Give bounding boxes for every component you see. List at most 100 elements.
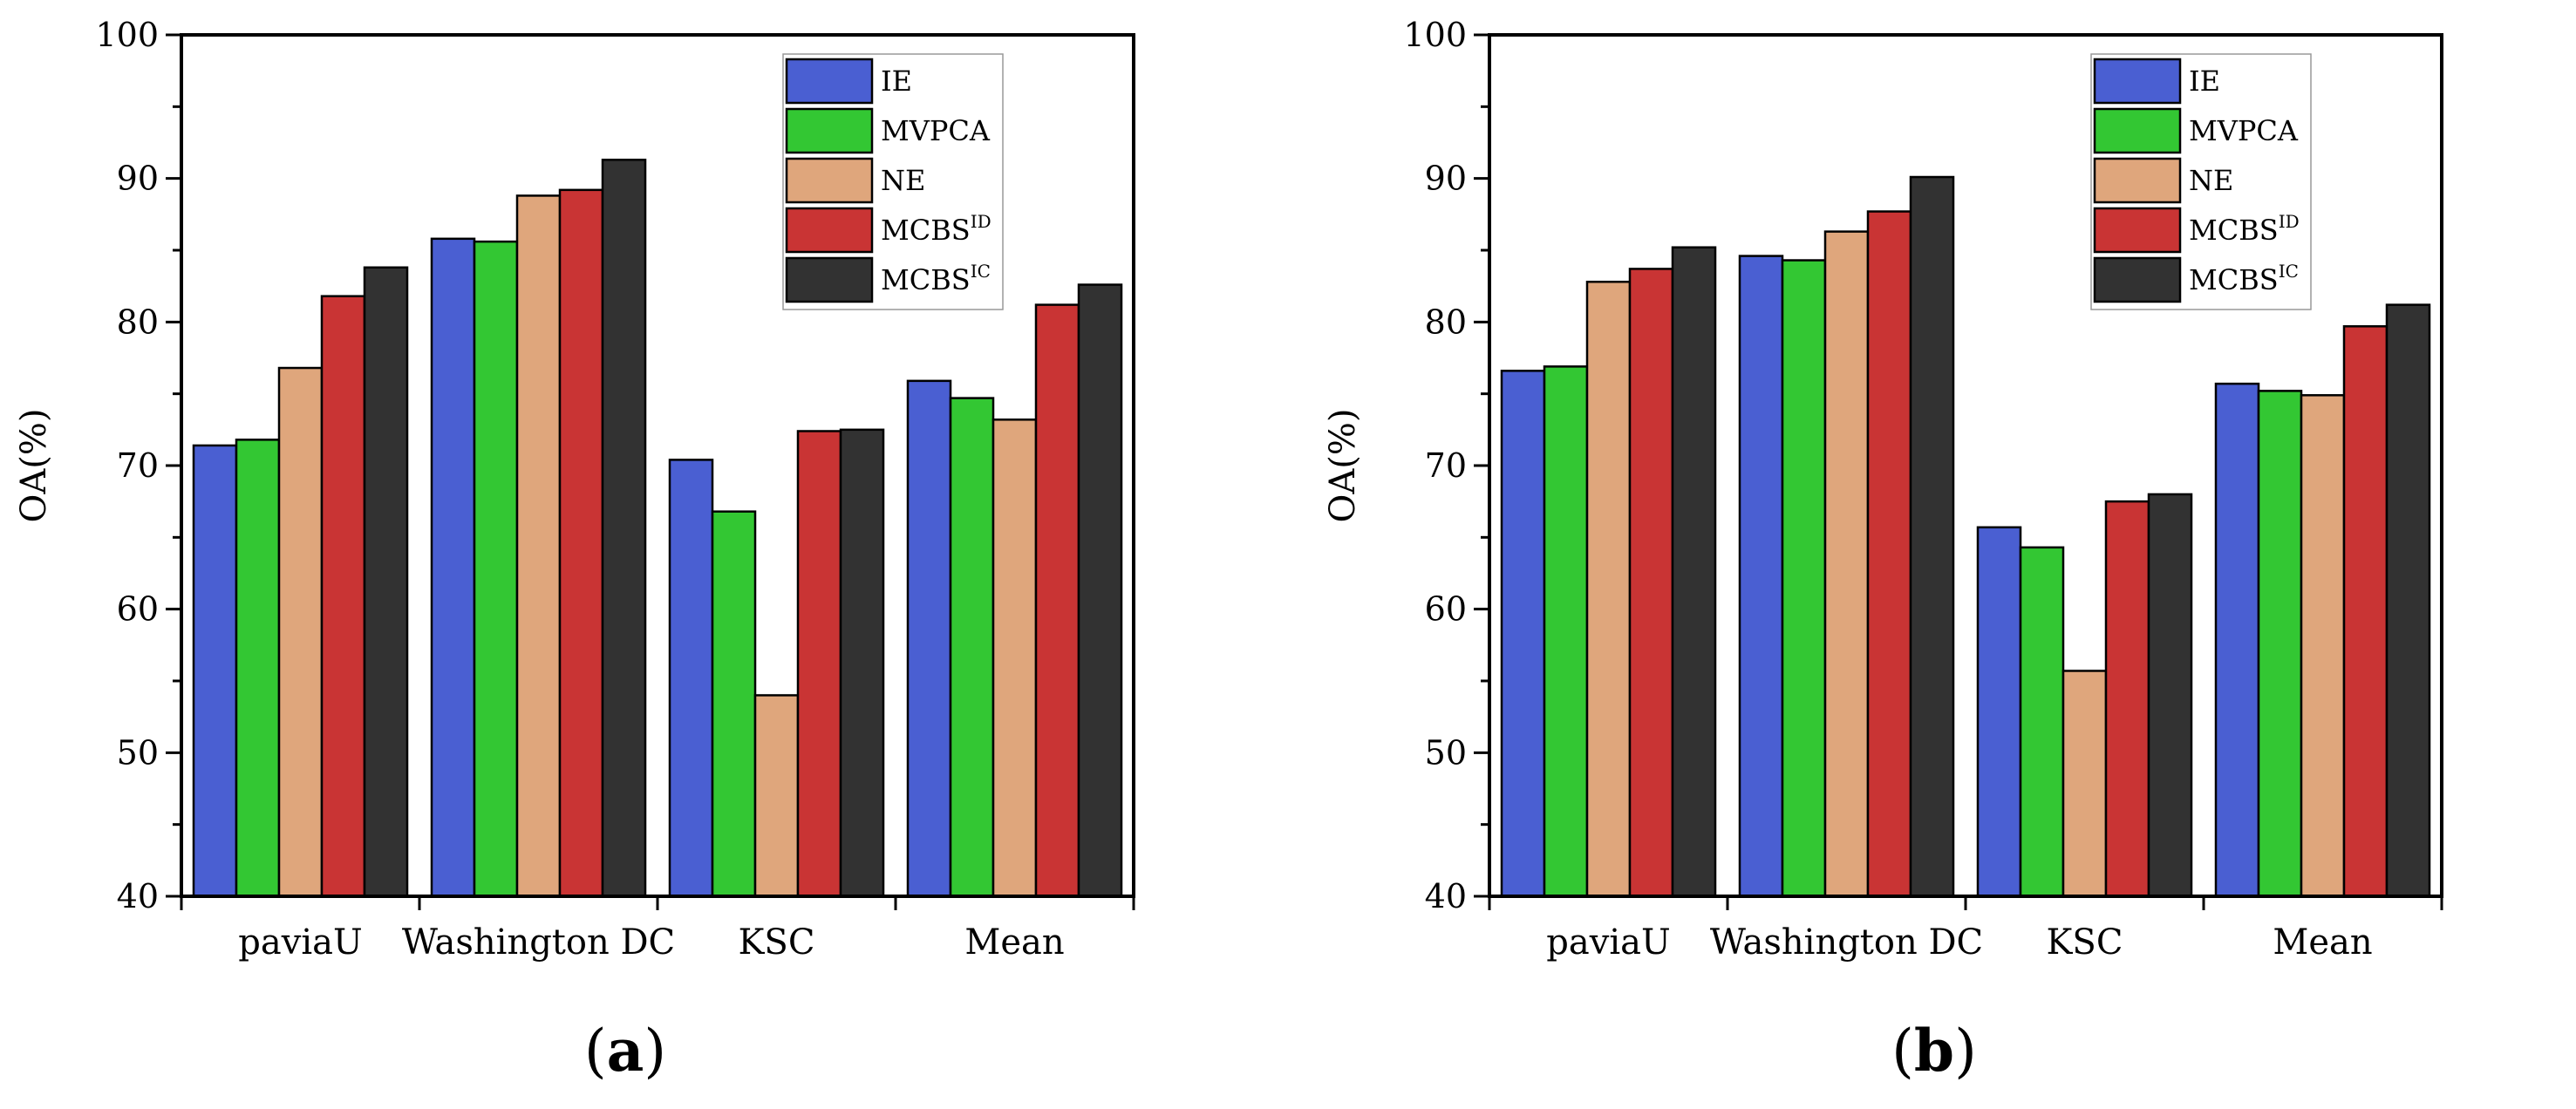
bar-b-mvpca-3 — [2257, 390, 2303, 898]
bar-a-mcbs-ic-3 — [1077, 283, 1123, 898]
bar-b-ne-3 — [2300, 394, 2346, 898]
legend-label-text: IE — [881, 65, 912, 98]
y-tick-label: 60 — [117, 590, 159, 629]
legend-label: MVPCA — [881, 114, 991, 147]
bar-a-ne-3 — [992, 418, 1038, 898]
bar-a-mcbs-id-2 — [796, 430, 842, 898]
bar-b-ie-2 — [1976, 526, 2022, 898]
bar-a-mvpca-3 — [949, 397, 995, 898]
bar-b-mcbs-id-2 — [2104, 500, 2150, 898]
panel-caption-open: ( — [584, 1017, 607, 1085]
y-tick-label: 100 — [1403, 16, 1467, 54]
bar-b-mcbs-ic-2 — [2147, 493, 2193, 898]
legend-label-text: MCBS — [2189, 263, 2279, 296]
legend-label-superscript: ID — [971, 211, 992, 232]
legend-label-text: MCBS — [881, 263, 971, 296]
legend-swatch-mvpca — [2093, 107, 2182, 154]
legend-label-superscript: IC — [2279, 261, 2299, 282]
legend-label-superscript: ID — [2279, 211, 2300, 232]
legend-label: MVPCA — [2189, 114, 2299, 147]
bar-a-mcbs-ic-0 — [363, 266, 409, 898]
panel-caption-close: ) — [1954, 1017, 1977, 1085]
bar-a-mvpca-1 — [473, 240, 519, 898]
legend-swatch-ie — [785, 58, 874, 105]
bar-a-ne-0 — [277, 366, 324, 898]
y-axis-title: OA(%) — [1323, 409, 1363, 523]
panel-caption-letter: b — [1914, 1017, 1954, 1085]
y-axis-title: OA(%) — [14, 409, 54, 523]
y-tick-label: 40 — [1425, 877, 1467, 915]
legend-label-text: MCBS — [2189, 214, 2279, 247]
legend-label: IE — [2189, 65, 2220, 98]
legend-label: MCBSID — [2189, 211, 2300, 247]
y-tick-label: 80 — [1425, 303, 1467, 341]
x-tick-label: Washington DC — [402, 922, 675, 963]
chart-a: 40 50 60 70 80 90 100 paviaU Washington DC KSC Mea… — [14, 16, 1135, 1085]
bar-a-ie-3 — [906, 379, 952, 898]
legend-label: MCBSID — [881, 211, 992, 247]
x-tick-label: paviaU — [1546, 922, 1670, 963]
legend-label: MCBSIC — [2189, 261, 2299, 296]
panel-caption-letter: a — [607, 1017, 644, 1085]
bar-b-ne-2 — [2061, 670, 2108, 898]
y-tick-label: 40 — [117, 877, 159, 915]
bar-b-ne-0 — [1585, 280, 1632, 898]
legend-label: NE — [881, 164, 925, 197]
bar-b-mvpca-2 — [2019, 546, 2065, 898]
legend-label-text: NE — [2189, 164, 2233, 197]
x-tick-label: Washington DC — [1710, 922, 1983, 963]
bar-a-mcbs-ic-1 — [601, 159, 647, 898]
bar-a-mvpca-2 — [711, 510, 757, 898]
bar-a-ie-1 — [430, 237, 476, 898]
legend-label: IE — [881, 65, 912, 98]
chart-b: 40 50 60 70 80 90 100 paviaU Washington DC KSC Mea… — [1323, 16, 2443, 1085]
y-tick-label: 50 — [1425, 733, 1467, 772]
bar-b-ie-0 — [1500, 370, 1546, 898]
panel-caption-open: ( — [1891, 1017, 1914, 1085]
y-tick-label: 80 — [117, 303, 159, 341]
bar-a-mcbs-id-3 — [1034, 303, 1080, 898]
y-tick-label: 70 — [1425, 446, 1467, 485]
bar-b-ie-1 — [1738, 255, 1784, 898]
bar-a-mcbs-id-1 — [558, 188, 604, 898]
legend-swatch-ie — [2093, 58, 2182, 105]
bar-a-mcbs-ic-2 — [839, 428, 885, 898]
legend-label-text: IE — [2189, 65, 2220, 98]
bar-a-ne-1 — [515, 194, 562, 898]
bar-a-ie-2 — [668, 459, 714, 898]
x-tick-label: Mean — [2273, 922, 2372, 963]
bar-a-ne-2 — [753, 694, 800, 898]
legend-label: NE — [2189, 164, 2233, 197]
bar-b-mcbs-id-1 — [1866, 210, 1912, 898]
legend-label-superscript: IC — [971, 261, 991, 282]
legend-label-text: MCBS — [881, 214, 971, 247]
x-tick-label: Mean — [964, 922, 1064, 963]
y-tick-label: 70 — [117, 446, 159, 485]
y-tick-label: 100 — [95, 16, 159, 54]
bar-a-ie-0 — [192, 444, 238, 898]
bar-a-mcbs-id-0 — [320, 295, 366, 898]
legend-label-text: NE — [881, 164, 925, 197]
legend-swatch-mcbs-id — [785, 207, 874, 254]
legend-swatch-mcbs-ic — [785, 256, 874, 303]
bar-b-mvpca-0 — [1543, 365, 1589, 898]
legend-swatch-ne — [785, 157, 874, 204]
panel-caption-close: ) — [644, 1017, 666, 1085]
bar-b-ie-3 — [2214, 382, 2260, 898]
bar-b-ne-1 — [1823, 230, 1870, 898]
y-tick-label: 50 — [117, 733, 159, 772]
bar-b-mcbs-id-0 — [1628, 268, 1674, 898]
bar-b-mcbs-ic-1 — [1909, 175, 1955, 898]
panel-caption: (b) — [1891, 1017, 1977, 1085]
x-tick-label: paviaU — [238, 922, 362, 963]
panel-caption: (a) — [584, 1017, 666, 1085]
legend-label-text: MVPCA — [2189, 114, 2299, 147]
legend-swatch-mcbs-id — [2093, 207, 2182, 254]
bar-b-mcbs-id-3 — [2342, 325, 2389, 898]
bar-b-mcbs-ic-3 — [2385, 303, 2431, 898]
legend-label: MCBSIC — [881, 261, 991, 296]
bar-b-mcbs-ic-0 — [1671, 246, 1717, 898]
